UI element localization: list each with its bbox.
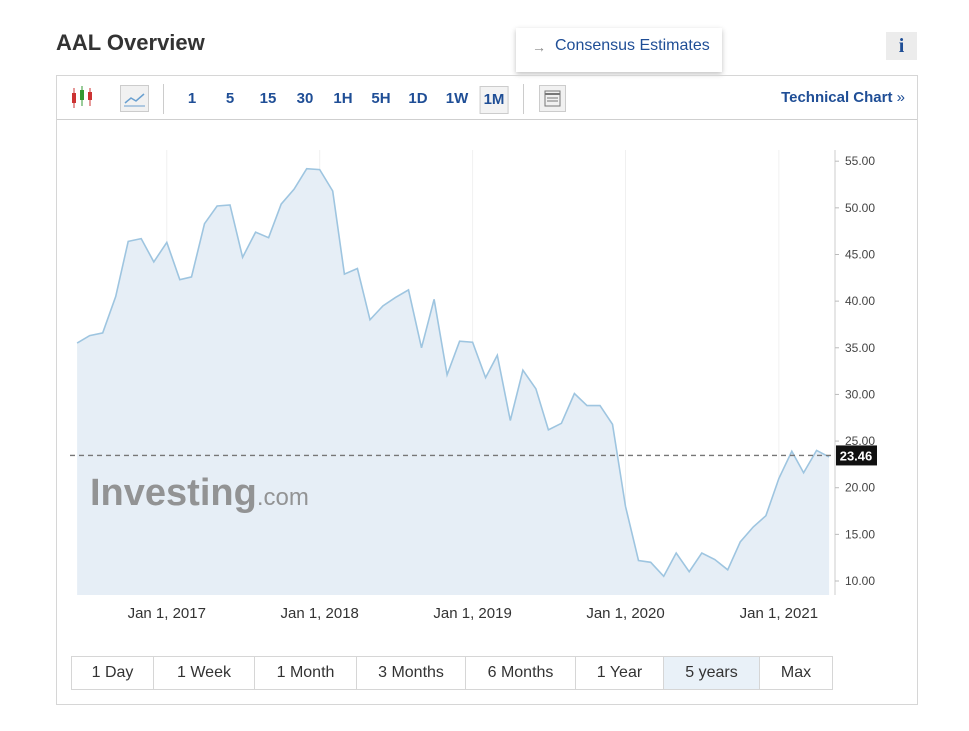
- toolbar: Technical Chart » 1 5 15 30 1H 5H 1D 1W 1M: [57, 76, 917, 120]
- range-buttons: 1 Day 1 Week 1 Month 3 Months 6 Months 1 Year…: [71, 656, 833, 690]
- x-tick-label: Jan 1, 2019: [433, 605, 511, 622]
- x-tick-label: Jan 1, 2020: [586, 605, 664, 622]
- range-button[interactable]: 6 Months: [465, 657, 575, 689]
- separator: [523, 84, 524, 114]
- interval-button[interactable]: 1D: [408, 90, 428, 107]
- watermark-part: Investing: [90, 472, 257, 514]
- y-tick-label: 40.00: [845, 294, 875, 308]
- interval-button[interactable]: 1H: [333, 90, 353, 107]
- y-tick-label: 15.00: [845, 527, 875, 541]
- page-title: AAL Overview: [56, 30, 205, 55]
- y-tick-label: 20.00: [845, 481, 875, 495]
- separator: [163, 84, 164, 114]
- range-button[interactable]: 3 Months: [356, 657, 465, 689]
- current-price-badge: [836, 445, 877, 466]
- range-button[interactable]: Max: [759, 657, 832, 689]
- area: [77, 168, 830, 595]
- range-button[interactable]: 1 Year: [575, 657, 663, 689]
- interval-button[interactable]: 5H: [371, 90, 391, 107]
- range-button[interactable]: 1 Day: [91, 664, 134, 681]
- watermark: Investing.com: [90, 472, 309, 514]
- range-button[interactable]: 1 Week: [153, 657, 254, 689]
- interval-button[interactable]: 30: [296, 90, 314, 107]
- link-text[interactable]: Technical Chart: [781, 89, 893, 106]
- line: [76, 167, 830, 578]
- interval-button[interactable]: 5: [225, 90, 235, 107]
- interval-button[interactable]: 1: [187, 90, 197, 107]
- y-tick-label: 55.00: [845, 154, 875, 168]
- interval-button[interactable]: 15: [259, 90, 277, 107]
- y-tick-label: 50.00: [845, 201, 875, 215]
- indicator-icon[interactable]: [539, 85, 567, 113]
- interval-button[interactable]: 1M: [479, 86, 509, 114]
- y-tick-label: 35.00: [845, 341, 875, 355]
- line-chart-icon[interactable]: [120, 85, 150, 113]
- link-arrow[interactable]: »: [896, 89, 905, 106]
- y-tick-label: 30.00: [845, 387, 875, 401]
- candlestick-icon[interactable]: [69, 84, 99, 114]
- dropdown-menu: → Consensus Estimates: [516, 28, 722, 72]
- y-tick-label: 45.00: [845, 247, 875, 261]
- y-tick-label: 25.00: [845, 434, 875, 448]
- range-button[interactable]: 5 years: [663, 657, 759, 689]
- x-tick-label: Jan 1, 2017: [128, 605, 206, 622]
- chart-panel: [56, 75, 918, 705]
- x-tick-label: Jan 1, 2021: [740, 605, 818, 622]
- menu-item[interactable]: Consensus Estimates: [555, 37, 710, 54]
- info-button[interactable]: i: [886, 32, 917, 60]
- x-tick-label: Jan 1, 2018: [280, 605, 358, 622]
- technical-chart-link[interactable]: Technical Chart »: [781, 89, 905, 106]
- range-button[interactable]: 1 Month: [254, 657, 356, 689]
- menu-arrow: →: [532, 39, 546, 55]
- watermark-part: .com: [257, 484, 309, 511]
- current-price-label: 23.46: [840, 448, 873, 463]
- interval-button[interactable]: 1W: [445, 90, 469, 107]
- y-tick-label: 10.00: [845, 574, 875, 588]
